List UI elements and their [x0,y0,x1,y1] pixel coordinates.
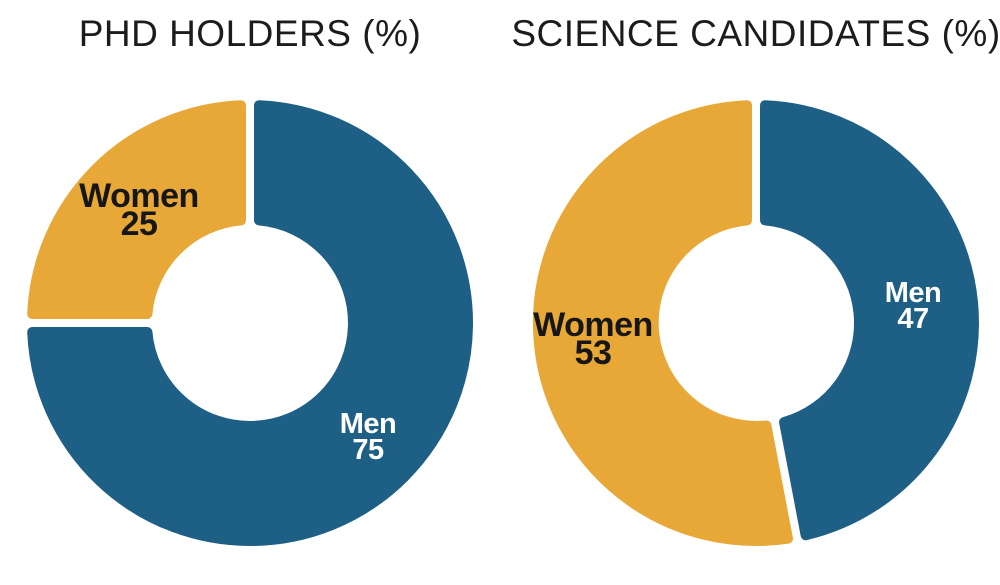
slice-label-value: 75 [352,434,384,466]
slice-label-science-women: Women 53 [533,306,653,372]
donut-slice-women [27,100,246,319]
slice-label-phd-women: Women 25 [79,177,199,243]
slice-label-value: 47 [897,303,929,335]
donut-slice-men [760,100,979,541]
slice-label-text: Men [884,277,942,309]
chart-title-phd-holders: PHD HOLDERS (%) [78,13,422,54]
donut-slice-women [532,100,793,546]
chart-science-candidates: SCIENCE CANDIDATES (%) Women 53 Men 47 [506,0,1000,585]
slice-label-value: 25 [120,205,158,243]
slice-label-text: Women [79,177,199,215]
chart-phd-holders: PHD HOLDERS (%) Women 25 Men 75 [27,13,473,546]
slice-label-phd-men: Men 75 [339,408,397,466]
slice-label-text: Women [533,306,653,344]
slice-label-value: 53 [574,334,612,372]
slice-label-text: Men [339,408,397,440]
slice-label-science-men: Men 47 [884,277,942,335]
donut-chart-science-candidates [532,100,979,546]
donut-slice-men [27,100,473,546]
chart-title-science-candidates: SCIENCE CANDIDATES (%) [511,13,1000,54]
donut-chart-phd-holders [27,100,473,546]
